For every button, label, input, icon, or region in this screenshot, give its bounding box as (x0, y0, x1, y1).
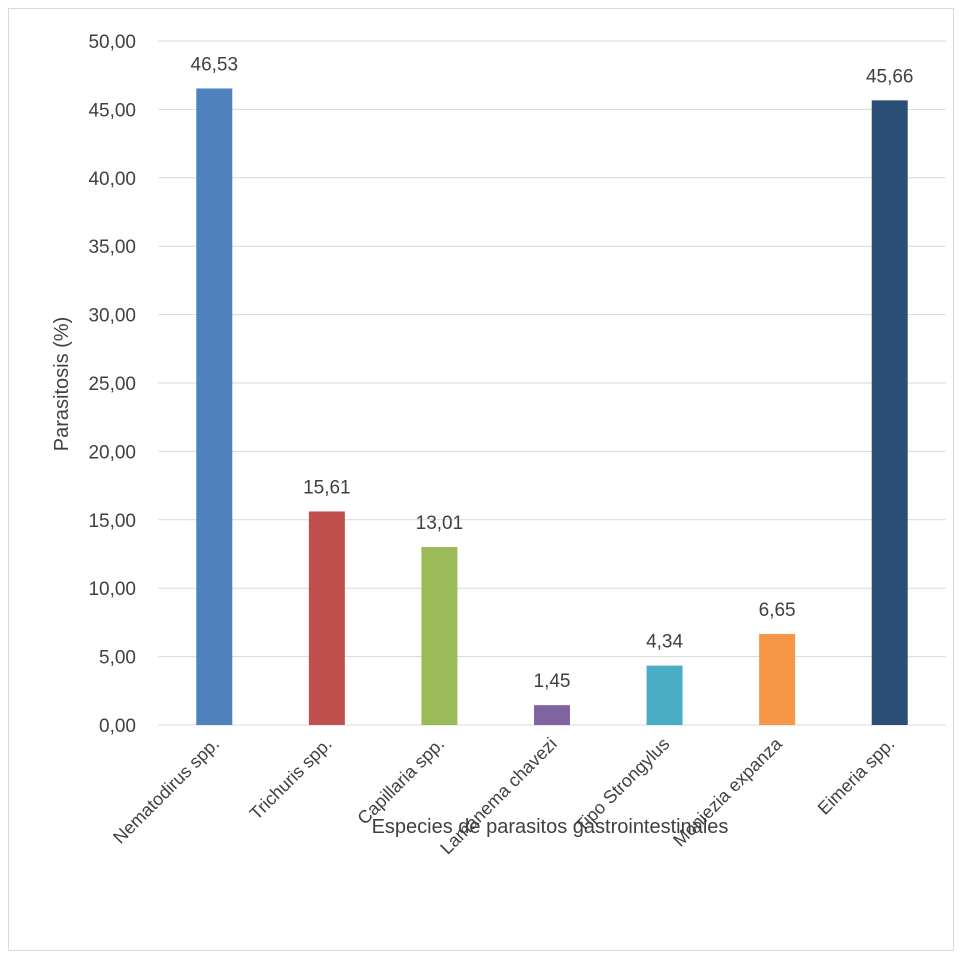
bar (647, 666, 683, 725)
data-label: 13,01 (416, 513, 464, 534)
y-tick-label: 50,00 (88, 32, 136, 53)
bar (872, 100, 908, 725)
y-tick-label: 40,00 (88, 169, 136, 190)
x-axis-ticks: Nematodirus spp. Trichuris spp. Capillaria… (109, 733, 898, 858)
y-tick-label: 30,00 (88, 306, 136, 327)
data-label: 1,45 (534, 671, 571, 692)
bar (534, 705, 570, 725)
x-axis-label: Especies de parasitos gastrointestinales (372, 816, 729, 838)
y-tick-label: 20,00 (88, 442, 136, 463)
x-tick-label: Lamanema chavezi (436, 734, 561, 859)
x-tick-label: Capillaria spp. (353, 734, 448, 829)
bar (196, 88, 232, 725)
y-tick-label: 0,00 (99, 716, 136, 737)
data-label: 46,53 (191, 54, 239, 75)
bar (309, 511, 345, 725)
y-tick-label: 35,00 (88, 237, 136, 258)
y-tick-label: 25,00 (88, 374, 136, 395)
y-tick-label: 15,00 (88, 511, 136, 532)
y-tick-label: 10,00 (88, 579, 136, 600)
bar (759, 634, 795, 725)
x-tick-label: Eimeria spp. (814, 734, 899, 819)
bars (196, 88, 907, 725)
data-labels: 46,53 15,61 13,01 1,45 4,34 6,65 45,66 (191, 54, 914, 692)
data-label: 45,66 (866, 66, 914, 87)
bar (421, 547, 457, 725)
data-label: 6,65 (759, 600, 796, 621)
x-tick-label: Trichuris spp. (246, 734, 336, 824)
y-tick-label: 5,00 (99, 648, 136, 669)
data-label: 4,34 (646, 632, 683, 653)
y-axis-ticks: 0,00 5,00 10,00 15,00 20,00 25,00 30,00 35,00 40… (88, 32, 136, 737)
x-tick-label: Nematodirus spp. (109, 734, 223, 848)
gridlines (158, 41, 946, 725)
data-label: 15,61 (303, 477, 351, 498)
y-axis-label: Parasitosis (%) (51, 317, 73, 451)
y-tick-label: 45,00 (88, 100, 136, 121)
